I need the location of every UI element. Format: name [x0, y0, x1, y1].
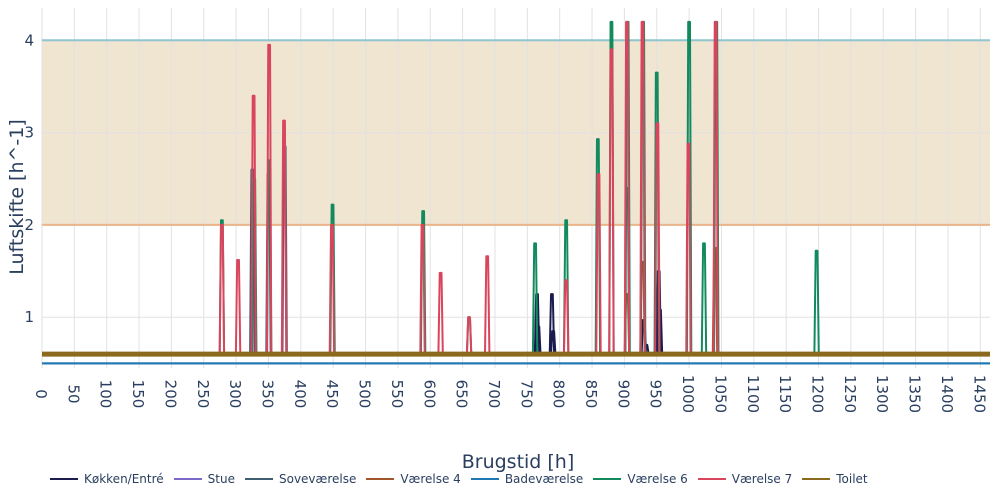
x-tick-label: 700	[485, 380, 503, 409]
x-tick-label: 150	[129, 380, 147, 409]
x-tick-label: 800	[550, 380, 568, 409]
x-tick-label: 400	[291, 380, 309, 409]
x-tick-label: 1250	[841, 375, 859, 413]
x-tick-label: 200	[161, 380, 179, 409]
legend-label: Toilet	[836, 472, 868, 486]
x-tick-label: 1350	[906, 375, 924, 413]
legend-label: Stue	[207, 472, 235, 486]
x-tick-label: 250	[194, 380, 212, 409]
x-tick-label: 1400	[938, 375, 956, 413]
x-tick-label: 1150	[776, 375, 794, 413]
legend-item[interactable]: Værelse 7	[697, 472, 793, 486]
x-tick-label: 1300	[873, 375, 891, 413]
legend-swatch	[470, 478, 499, 480]
x-tick-label: 750	[517, 380, 535, 409]
x-tick-label: 1100	[744, 375, 762, 413]
x-tick-label: 350	[258, 380, 276, 409]
x-tick-label: 900	[614, 380, 632, 409]
y-axis-title: Luftskifte [h^-1]	[6, 119, 28, 275]
x-tick-label: 1000	[679, 375, 697, 413]
series-layer	[42, 20, 990, 365]
y-tick-label: 3	[24, 124, 34, 142]
legend-swatch	[802, 478, 831, 480]
y-tick-labels: 1 2 3 4	[24, 31, 34, 326]
x-tick-label: 500	[356, 380, 374, 409]
legend-swatch	[593, 478, 622, 480]
legend-label: Køkken/Entré	[84, 472, 164, 486]
x-tick-label: 1200	[809, 375, 827, 413]
x-tick-label: 0	[32, 389, 50, 399]
legend-item[interactable]: Køkken/Entré	[50, 472, 164, 486]
x-tick-label: 650	[453, 380, 471, 409]
x-tick-label: 450	[323, 380, 341, 409]
legend-swatch	[50, 478, 78, 480]
legend-swatch	[697, 478, 726, 480]
legend-label: Soveværelse	[278, 472, 357, 486]
legend-item[interactable]: Værelse 4	[366, 472, 461, 486]
legend-item[interactable]: Værelse 6	[593, 472, 688, 486]
x-tick-label: 950	[647, 380, 665, 409]
legend: Køkken/Entré Stue Soveværelse Værelse 4 Bade…	[50, 470, 878, 488]
x-tick-label: 300	[226, 380, 244, 409]
legend-item[interactable]: Soveværelse	[244, 472, 357, 486]
x-axis-title: Brugstid [h]	[462, 451, 575, 473]
legend-label: Badeværelse	[504, 472, 584, 486]
legend-swatch	[366, 478, 395, 480]
y-tick-label: 4	[24, 31, 34, 49]
y-tick-label: 2	[24, 216, 34, 234]
legend-item[interactable]: Badeværelse	[470, 472, 584, 486]
x-tick-label: 50	[64, 384, 82, 403]
legend-label: Værelse 7	[731, 472, 793, 486]
x-tick-label: 850	[582, 380, 600, 409]
x-tick-label: 1050	[711, 375, 729, 413]
legend-swatch	[244, 478, 273, 480]
legend-item[interactable]: Toilet	[802, 472, 868, 486]
x-tick-labels: 0 50 100 150 200 250 300 350 400 450 500 550 600 650 7…	[32, 375, 988, 413]
legend-item[interactable]: Stue	[173, 472, 235, 486]
legend-label: Værelse 4	[400, 472, 461, 486]
x-tick-label: 100	[97, 380, 115, 409]
x-tick-label: 1450	[970, 375, 988, 413]
y-tick-label: 1	[24, 308, 34, 326]
legend-label: Værelse 6	[627, 472, 688, 486]
x-tick-label: 550	[388, 380, 406, 409]
x-tick-label: 600	[420, 380, 438, 409]
legend-swatch	[173, 478, 202, 480]
